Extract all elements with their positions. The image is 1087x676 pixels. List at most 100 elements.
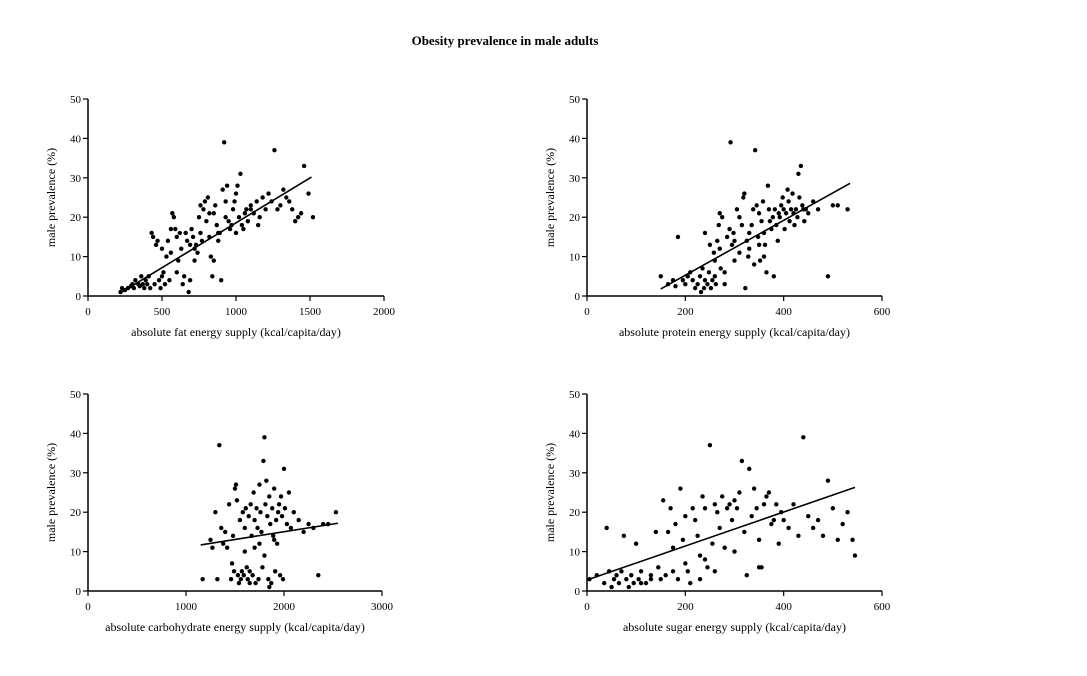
panel3-data-point — [210, 545, 215, 550]
panel4-data-point — [732, 498, 737, 503]
panel3-data-point — [274, 541, 280, 546]
panel2-data-point — [788, 207, 794, 212]
panel4-data-point — [707, 443, 713, 448]
panel2-data-point — [695, 281, 700, 287]
panel4-data-point — [675, 576, 681, 582]
panel3-data-point — [243, 506, 248, 511]
panel4-data-point — [835, 537, 840, 542]
panel2-data-point — [759, 218, 764, 224]
panel2-data-point — [792, 222, 797, 228]
panel4-data-point — [673, 521, 678, 527]
panel1-data-point — [223, 215, 228, 220]
panel1-data-point — [164, 254, 169, 259]
panel2-data-point — [715, 238, 720, 244]
panel3-data-point — [284, 521, 290, 527]
panel1-data-point — [298, 211, 304, 216]
panel2-data-point — [732, 238, 737, 244]
panel2-x-tick-label: 600 — [874, 306, 891, 318]
panel1-data-point — [244, 207, 249, 212]
panel1-data-point — [167, 278, 172, 283]
panel1-data-point — [165, 238, 171, 244]
panel4-data-point — [764, 494, 769, 499]
panel3-data-point — [260, 565, 265, 570]
panel3-data-point — [278, 494, 284, 499]
panel4-data-point — [751, 486, 757, 491]
panel4-y-tick-label: 30 — [569, 468, 581, 480]
panel4-data-point — [658, 576, 663, 582]
panel3-y-tick-label: 0 — [76, 586, 82, 598]
panel4-data-point — [648, 573, 654, 578]
panel4-data-point — [656, 565, 661, 570]
panel1-data-point — [301, 163, 307, 169]
panel1-data-point — [153, 242, 159, 247]
panel2-x-tick-label: 400 — [775, 306, 792, 318]
panel4-data-point — [700, 494, 705, 499]
panel2-y-tick-label: 10 — [569, 252, 581, 264]
panel1-data-point — [179, 246, 184, 251]
panel3-trendline — [200, 522, 339, 546]
panel2-data-point — [754, 203, 759, 208]
panel4-data-point — [722, 545, 727, 550]
panel4-data-point — [670, 569, 676, 574]
panel2-x-tick-label: 0 — [584, 306, 590, 318]
panel3-x-tick-label: 0 — [85, 601, 91, 613]
panel2-data-point — [781, 207, 786, 212]
panel2-data-point — [727, 226, 732, 232]
panel1-data-point — [182, 274, 187, 279]
panel3-y-tick-label: 10 — [70, 547, 82, 559]
panel2-data-point — [798, 163, 804, 169]
panel2-data-point — [729, 242, 735, 247]
panel2-data-point — [698, 289, 704, 295]
panel1-data-point — [257, 215, 262, 220]
panel1-data-point — [147, 285, 153, 291]
panel1-data-point — [170, 211, 175, 216]
panel2-data-point — [707, 242, 713, 247]
panel2-data-point — [785, 187, 790, 192]
panel3-data-point — [233, 482, 239, 487]
panel4-data-point — [661, 498, 666, 503]
panel4-data-point — [653, 529, 659, 535]
panel3-data-point — [230, 533, 236, 539]
panel4-data-point — [801, 435, 806, 440]
panel2-data-point — [702, 230, 708, 236]
panel1-data-point — [192, 258, 197, 263]
panel3-data-point — [272, 537, 277, 542]
panel4-data-point — [781, 517, 786, 523]
panel1-data-point — [220, 187, 225, 192]
panel4-data-point — [614, 573, 619, 578]
panel4-data-point — [668, 506, 673, 511]
panel3-data-point — [269, 580, 274, 586]
panel3-data-point — [228, 576, 234, 582]
panel1-data-point — [235, 183, 240, 188]
panel1-data-point — [256, 222, 261, 228]
panel4-data-point — [697, 576, 703, 582]
panel3-data-point — [224, 545, 230, 550]
panel3-data-point — [261, 458, 266, 464]
panel3-data-point — [221, 541, 226, 546]
panel3-data-point — [251, 490, 256, 495]
panel2-data-point — [712, 274, 718, 279]
panel1-data-point — [232, 199, 237, 204]
panel2-data-point — [762, 242, 768, 247]
panel1-data-point — [213, 203, 218, 208]
panel2-data-point — [771, 274, 777, 279]
panel3-data-point — [213, 510, 218, 515]
panel3-data-point — [247, 569, 252, 574]
panel1-data-point — [211, 211, 216, 216]
panel4-x-tick-label: 400 — [775, 601, 792, 613]
panel1-x-axis-label: absolute fat energy supply (kcal/capita/… — [131, 325, 341, 339]
panel4-data-point — [643, 580, 649, 586]
panel2-data-point — [795, 215, 800, 220]
panel2-data-point — [700, 266, 705, 271]
panel4-data-point — [754, 506, 759, 511]
panel1-data-point — [159, 246, 165, 251]
panel2-data-point — [747, 246, 752, 251]
panel3-data-point — [215, 576, 220, 582]
panel3-data-point — [247, 580, 252, 586]
panel3-data-point — [291, 510, 296, 515]
panel4-data-point — [697, 553, 703, 558]
panel2-data-point — [775, 238, 780, 244]
panel3-data-point — [301, 529, 306, 535]
panel2-data-point — [724, 234, 730, 240]
panel2-y-tick-label: 30 — [569, 173, 581, 185]
